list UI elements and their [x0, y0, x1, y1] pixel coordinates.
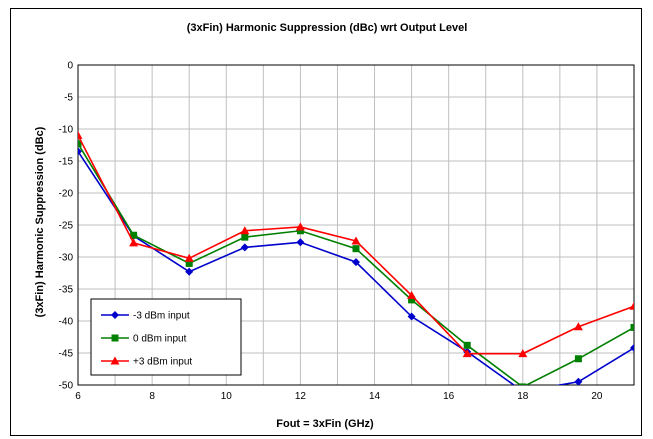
data-point: [630, 343, 634, 352]
data-point: [130, 231, 138, 239]
legend-swatch-marker: [111, 311, 119, 319]
data-point: [463, 341, 471, 349]
x-tick-label: 6: [75, 391, 81, 402]
y-tick-label: -20: [59, 189, 74, 200]
data-point: [185, 259, 193, 267]
data-point: [78, 140, 82, 148]
data-point: [129, 238, 139, 247]
data-point: [407, 290, 417, 299]
data-point: [352, 245, 360, 253]
y-tick-label: -50: [59, 381, 74, 392]
data-point: [630, 323, 634, 331]
data-point: [574, 355, 582, 363]
data-point: [78, 147, 82, 156]
legend-label: +3 dBm input: [133, 357, 192, 368]
tick-labels: 0 -5 -10 -15 -20 -25 -30 -35 -40 -45 -506 8 10 12 14 16…: [59, 61, 603, 403]
plot-area: [77, 64, 635, 386]
data-point: [407, 312, 416, 321]
legend-label: 0 dBm input: [133, 334, 187, 345]
legend-label: -3 dBm input: [133, 311, 190, 322]
legend: -3 dBm input 0 dBm input +3 dBm input: [90, 298, 242, 376]
series-layer: [78, 130, 634, 385]
y-tick-label: -15: [59, 157, 74, 168]
data-point: [240, 243, 249, 252]
y-tick-label: 0: [67, 61, 73, 72]
data-point: [462, 349, 472, 358]
data-point: [518, 349, 528, 358]
y-tick-label: -35: [59, 285, 74, 296]
y-axis-label: (3xFin) Harmonic Suppression (dBc): [34, 126, 46, 317]
data-point: [296, 227, 304, 235]
series-2: [78, 140, 634, 385]
x-tick-label: 18: [517, 391, 529, 402]
data-point: [408, 296, 416, 304]
y-tick-label: -30: [59, 253, 74, 264]
data-point: [629, 301, 634, 310]
x-tick-label: 8: [149, 391, 155, 402]
legend-swatch-marker: [110, 356, 120, 365]
y-tick-label: -5: [64, 93, 73, 104]
y-tick-label: -40: [59, 317, 74, 328]
chart-frame: 0 -5 -10 -15 -20 -25 -30 -35 -40 -45 -50 6 8 10 12 14 16…: [10, 8, 642, 436]
data-point: [574, 377, 583, 385]
data-point: [78, 130, 83, 139]
y-tick-label: -45: [59, 349, 74, 360]
chart-title: (3xFin) Harmonic Suppression (dBc) wrt O…: [187, 22, 468, 34]
data-point: [184, 253, 194, 262]
harmonic-suppression-chart: 0 -5 -10 -15 -20 -25 -30 -35 -40 -45 -506 8 10 12 14 16…: [34, 22, 635, 430]
x-axis-label: Fout = 3xFin (GHz): [276, 418, 374, 430]
x-tick-label: 16: [443, 391, 455, 402]
data-point: [295, 222, 305, 231]
series-3: [78, 130, 634, 358]
y-tick-label: -10: [59, 125, 74, 136]
x-tick-label: 14: [369, 391, 381, 402]
x-tick-label: 12: [295, 391, 307, 402]
data-point: [573, 322, 583, 331]
data-point: [351, 236, 361, 245]
data-point: [185, 267, 194, 276]
data-point: [519, 383, 527, 385]
x-tick-label: 10: [221, 391, 233, 402]
data-point: [240, 226, 250, 235]
legend-swatch-marker: [111, 334, 119, 342]
data-point: [241, 233, 249, 241]
data-point: [352, 258, 360, 267]
x-tick-label: 20: [591, 391, 603, 402]
y-tick-label: -25: [59, 221, 74, 232]
data-point: [296, 238, 305, 247]
